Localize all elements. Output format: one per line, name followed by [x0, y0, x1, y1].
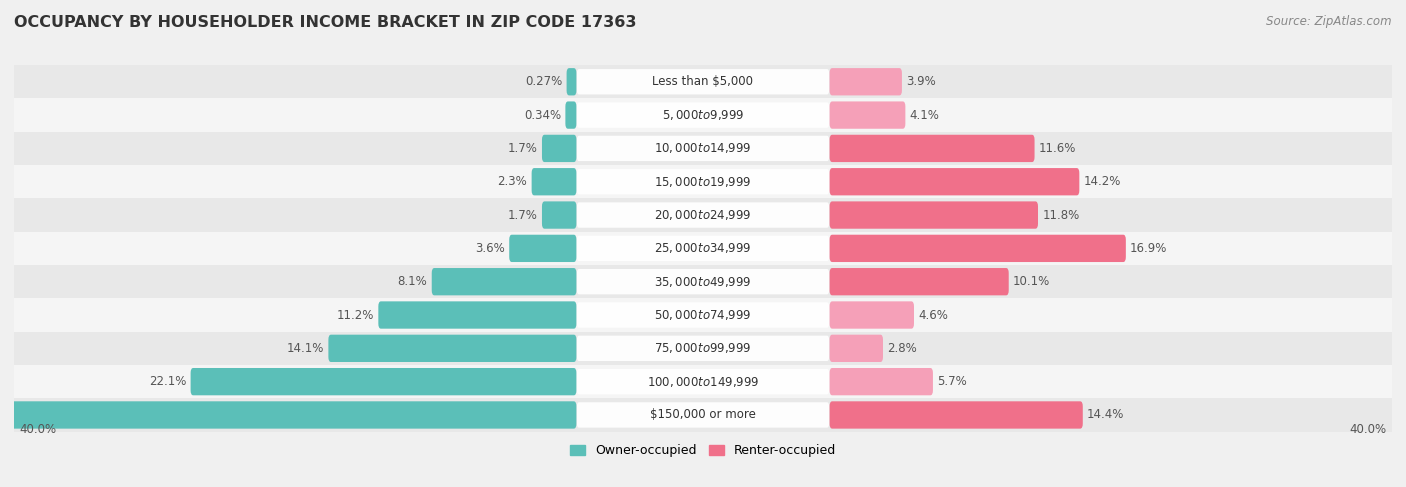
Text: 11.8%: 11.8%: [1042, 208, 1080, 222]
FancyBboxPatch shape: [830, 235, 1126, 262]
FancyBboxPatch shape: [830, 135, 1035, 162]
FancyBboxPatch shape: [565, 101, 576, 129]
Text: $150,000 or more: $150,000 or more: [650, 409, 756, 421]
Text: 14.4%: 14.4%: [1087, 409, 1125, 421]
Text: 2.3%: 2.3%: [498, 175, 527, 188]
FancyBboxPatch shape: [191, 368, 576, 395]
FancyBboxPatch shape: [14, 398, 1392, 431]
FancyBboxPatch shape: [378, 301, 576, 329]
FancyBboxPatch shape: [14, 332, 1392, 365]
Text: $25,000 to $34,999: $25,000 to $34,999: [654, 242, 752, 255]
Text: $10,000 to $14,999: $10,000 to $14,999: [654, 141, 752, 155]
FancyBboxPatch shape: [830, 401, 1083, 429]
FancyBboxPatch shape: [830, 335, 883, 362]
FancyBboxPatch shape: [509, 235, 576, 262]
FancyBboxPatch shape: [576, 203, 830, 228]
Text: 3.9%: 3.9%: [907, 75, 936, 88]
FancyBboxPatch shape: [14, 365, 1392, 398]
FancyBboxPatch shape: [576, 102, 830, 128]
Text: 5.7%: 5.7%: [938, 375, 967, 388]
FancyBboxPatch shape: [830, 301, 914, 329]
FancyBboxPatch shape: [567, 68, 576, 95]
Text: $100,000 to $149,999: $100,000 to $149,999: [647, 375, 759, 389]
Legend: Owner-occupied, Renter-occupied: Owner-occupied, Renter-occupied: [565, 439, 841, 463]
FancyBboxPatch shape: [830, 101, 905, 129]
FancyBboxPatch shape: [576, 402, 830, 428]
Text: $50,000 to $74,999: $50,000 to $74,999: [654, 308, 752, 322]
FancyBboxPatch shape: [14, 198, 1392, 232]
Text: 22.1%: 22.1%: [149, 375, 186, 388]
FancyBboxPatch shape: [830, 202, 1038, 229]
Text: 40.0%: 40.0%: [20, 423, 56, 436]
FancyBboxPatch shape: [14, 65, 1392, 98]
FancyBboxPatch shape: [541, 135, 576, 162]
Text: 8.1%: 8.1%: [398, 275, 427, 288]
FancyBboxPatch shape: [531, 168, 576, 195]
Text: 14.2%: 14.2%: [1084, 175, 1121, 188]
Text: 11.6%: 11.6%: [1039, 142, 1076, 155]
FancyBboxPatch shape: [576, 236, 830, 261]
FancyBboxPatch shape: [14, 232, 1392, 265]
Text: Less than $5,000: Less than $5,000: [652, 75, 754, 88]
Text: Source: ZipAtlas.com: Source: ZipAtlas.com: [1267, 15, 1392, 28]
Text: 11.2%: 11.2%: [336, 308, 374, 321]
Text: $5,000 to $9,999: $5,000 to $9,999: [662, 108, 744, 122]
FancyBboxPatch shape: [576, 136, 830, 161]
FancyBboxPatch shape: [576, 269, 830, 294]
Text: 40.0%: 40.0%: [1350, 423, 1386, 436]
FancyBboxPatch shape: [576, 369, 830, 394]
Text: 4.6%: 4.6%: [918, 308, 948, 321]
FancyBboxPatch shape: [541, 202, 576, 229]
FancyBboxPatch shape: [14, 132, 1392, 165]
FancyBboxPatch shape: [830, 268, 1008, 295]
Text: $75,000 to $99,999: $75,000 to $99,999: [654, 341, 752, 356]
Text: 14.1%: 14.1%: [287, 342, 323, 355]
Text: 0.34%: 0.34%: [524, 109, 561, 122]
FancyBboxPatch shape: [576, 336, 830, 361]
Text: $20,000 to $24,999: $20,000 to $24,999: [654, 208, 752, 222]
FancyBboxPatch shape: [14, 165, 1392, 198]
Text: 16.9%: 16.9%: [1130, 242, 1167, 255]
Text: 2.8%: 2.8%: [887, 342, 917, 355]
Text: 10.1%: 10.1%: [1012, 275, 1050, 288]
Text: OCCUPANCY BY HOUSEHOLDER INCOME BRACKET IN ZIP CODE 17363: OCCUPANCY BY HOUSEHOLDER INCOME BRACKET …: [14, 15, 637, 30]
Text: 1.7%: 1.7%: [508, 208, 537, 222]
FancyBboxPatch shape: [830, 168, 1080, 195]
Text: $35,000 to $49,999: $35,000 to $49,999: [654, 275, 752, 289]
FancyBboxPatch shape: [830, 68, 901, 95]
FancyBboxPatch shape: [14, 98, 1392, 132]
FancyBboxPatch shape: [329, 335, 576, 362]
Text: 3.6%: 3.6%: [475, 242, 505, 255]
FancyBboxPatch shape: [576, 302, 830, 328]
FancyBboxPatch shape: [576, 69, 830, 94]
Text: 0.27%: 0.27%: [524, 75, 562, 88]
FancyBboxPatch shape: [830, 368, 934, 395]
FancyBboxPatch shape: [0, 401, 576, 429]
Text: 4.1%: 4.1%: [910, 109, 939, 122]
FancyBboxPatch shape: [576, 169, 830, 194]
FancyBboxPatch shape: [14, 299, 1392, 332]
Text: $15,000 to $19,999: $15,000 to $19,999: [654, 175, 752, 189]
FancyBboxPatch shape: [14, 265, 1392, 299]
Text: 1.7%: 1.7%: [508, 142, 537, 155]
FancyBboxPatch shape: [432, 268, 576, 295]
